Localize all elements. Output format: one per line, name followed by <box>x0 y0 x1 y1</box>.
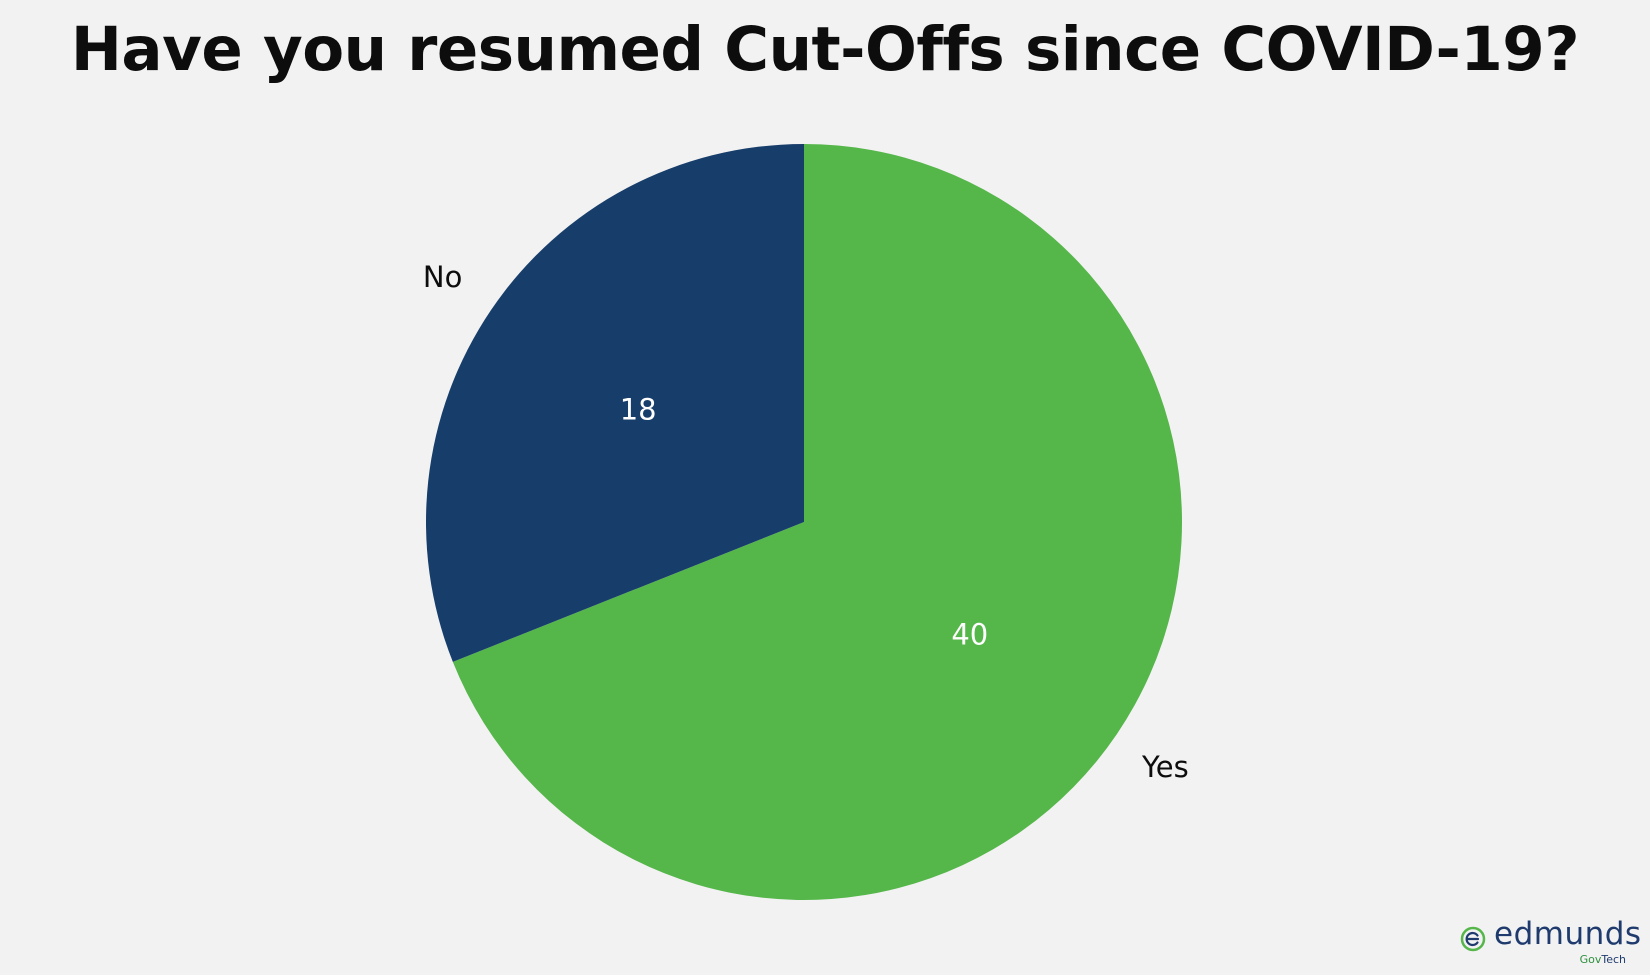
pie-slice-yes <box>452 144 1183 900</box>
logo-sub-gov: Gov <box>1579 953 1602 966</box>
category-label-no: No <box>423 260 462 294</box>
data-label-yes: 40 <box>951 617 988 651</box>
logo-sub-tech: Tech <box>1601 953 1626 966</box>
logo-subtitle: GovTech <box>1580 953 1626 966</box>
category-label-yes: Yes <box>1141 750 1189 784</box>
chart-title: Have you resumed Cut-Offs since COVID-19… <box>70 14 1580 85</box>
edmunds-e-logo-icon <box>1460 926 1486 952</box>
data-label-no: 18 <box>620 393 657 427</box>
pie-slice-no <box>426 144 804 662</box>
edmunds-logo: edmunds GovTech <box>1458 916 1641 970</box>
logo-wordmark: edmunds <box>1494 916 1642 952</box>
